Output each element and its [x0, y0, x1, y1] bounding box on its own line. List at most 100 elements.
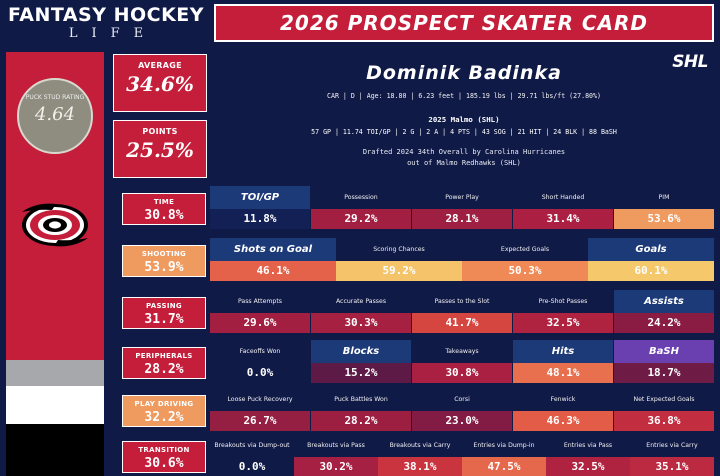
- metric-corsi: Corsi 23.0%: [412, 388, 512, 434]
- draft-info: Drafted 2024 34th Overall by Carolina Hu…: [214, 147, 714, 169]
- title-bar: 2026 PROSPECT SKATER CARD: [214, 4, 714, 42]
- metric-net-expected-goals: Net Expected Goals 36.8%: [614, 388, 714, 434]
- metric-value: 18.7%: [614, 363, 714, 383]
- metric-breakouts-via-pass: Breakouts via Pass 30.2%: [294, 434, 378, 476]
- gray-stripe: [6, 360, 104, 386]
- metric-value: 30.3%: [311, 313, 411, 333]
- metric-entries-via-dump-in: Entries via Dump-in 47.5%: [462, 434, 546, 476]
- metric-value: 32.5%: [513, 313, 613, 333]
- metric-value: 26.7%: [210, 411, 310, 431]
- rating-label: PUCK STUD RATING: [25, 94, 85, 101]
- logo-top-text: FANTASY HOCKEY: [7, 4, 205, 26]
- metric-value: 59.2%: [336, 261, 462, 281]
- metric-takeaways: Takeaways 30.8%: [412, 340, 512, 386]
- metric-value: 0.0%: [238, 460, 266, 473]
- season-title: 2025 Malmo (SHL): [428, 115, 500, 124]
- metric-label: TOI/GP: [210, 186, 310, 209]
- metric-value: 38.1%: [378, 457, 462, 476]
- category-label: SHOOTING: [141, 250, 187, 258]
- category-transition: TRANSITION 30.6%: [122, 441, 206, 473]
- metric-loose-puck-recovery: Loose Puck Recovery 26.7%: [210, 388, 310, 434]
- player-name: Dominik Badinka: [366, 62, 562, 84]
- metric-expected-goals: Expected Goals 50.3%: [462, 238, 588, 284]
- metric-label: BaSH: [614, 340, 714, 363]
- metric-pass-attempts: Pass Attempts 29.6%: [210, 290, 310, 336]
- metric-value: 15.2%: [311, 363, 411, 383]
- metric-value: 47.5%: [462, 457, 546, 476]
- logo-bottom-text: LIFE: [68, 26, 158, 41]
- puck-stud-rating-badge: PUCK STUD RATING 4.64: [17, 78, 93, 154]
- rating-value: 4.64: [34, 104, 76, 125]
- metric-label: Breakouts via Dump-out: [214, 441, 290, 449]
- metric-shots-on-goal: Shots on Goal 46.1%: [210, 238, 336, 284]
- header: FANTASY HOCKEY LIFE 2026 PROSPECT SKATER…: [0, 0, 720, 46]
- category-label: PASSING: [146, 302, 182, 310]
- metric-label: Entries via Carry: [646, 441, 698, 449]
- metric-faceoffs-won: Faceoffs Won 0.0%: [210, 340, 310, 386]
- category-shooting: SHOOTING 53.9%: [122, 245, 206, 277]
- average-box: AVERAGE 34.6%: [113, 54, 207, 112]
- metric-label: Goals: [588, 238, 714, 261]
- metric-bash: BaSH 18.7%: [614, 340, 714, 386]
- metric-value: 28.2%: [311, 411, 411, 431]
- metric-label: Takeaways: [445, 347, 479, 355]
- metric-entries-via-carry: Entries via Carry 35.1%: [630, 434, 714, 476]
- category-value: 32.2%: [144, 410, 184, 425]
- metric-value: 46.1%: [210, 261, 336, 281]
- season-stats: 57 GP | 11.74 TOI/GP | 2 G | 2 A | 4 PTS…: [311, 128, 617, 136]
- white-stripe: [6, 386, 104, 424]
- metric-fenwick: Fenwick 46.3%: [513, 388, 613, 434]
- metric-value: 50.3%: [462, 261, 588, 281]
- metric-value: 11.8%: [210, 209, 310, 229]
- metric-label: Accurate Passes: [335, 297, 387, 305]
- metric-value: 41.7%: [412, 313, 512, 333]
- draft-line-1: Drafted 2024 34th Overall by Carolina Hu…: [362, 148, 566, 156]
- category-time: TIME 30.8%: [122, 193, 206, 225]
- metric-value: 32.5%: [546, 457, 630, 476]
- metric-value: 0.0%: [246, 366, 274, 379]
- metric-value: 35.1%: [630, 457, 714, 476]
- metric-row-peripherals: Faceoffs Won 0.0% Blocks 15.2% Takeaways 30.8…: [210, 340, 714, 386]
- metric-value: 46.3%: [513, 411, 613, 431]
- points-box: POINTS 25.5%: [113, 120, 207, 178]
- metric-row-play-driving: Loose Puck Recovery 26.7% Puck Battles Won…: [210, 388, 714, 434]
- category-label: TIME: [153, 198, 175, 206]
- metric-toi-gp: TOI/GP 11.8%: [210, 186, 310, 232]
- metric-label: Entries via Pass: [563, 441, 613, 449]
- metric-goals: Goals 60.1%: [588, 238, 714, 284]
- metric-passes-to-the-slot: Passes to the Slot 41.7%: [412, 290, 512, 336]
- metric-row-passing: Pass Attempts 29.6% Accurate Passes 30.3% Pa…: [210, 290, 714, 336]
- metric-puck-battles-won: Puck Battles Won 28.2%: [311, 388, 411, 434]
- metric-label: Short Handed: [541, 193, 585, 201]
- category-value: 30.6%: [144, 456, 184, 471]
- metric-label: Faceoffs Won: [239, 347, 281, 355]
- metric-value: 29.6%: [210, 313, 310, 333]
- metric-label: Puck Battles Won: [334, 395, 388, 403]
- points-label: POINTS: [142, 127, 178, 136]
- metric-value: 24.2%: [614, 313, 714, 333]
- metric-value: 53.6%: [614, 209, 714, 229]
- metric-label: Net Expected Goals: [633, 395, 695, 403]
- metric-value: 31.4%: [513, 209, 613, 229]
- metric-row-shooting: Shots on Goal 46.1% Scoring Chances 59.2% Ex…: [210, 238, 714, 284]
- category-value: 53.9%: [144, 260, 184, 275]
- metric-label: Expected Goals: [500, 245, 550, 253]
- team-color-sidebar: PUCK STUD RATING 4.64: [6, 52, 104, 476]
- metric-label: Passes to the Slot: [434, 297, 490, 305]
- metric-pre-shot-passes: Pre-Shot Passes 32.5%: [513, 290, 613, 336]
- shl-league-logo: SHL: [672, 52, 708, 72]
- metric-short-handed: Short Handed 31.4%: [513, 186, 613, 232]
- category-value: 28.2%: [144, 362, 184, 377]
- average-label: AVERAGE: [138, 61, 182, 70]
- category-play-driving: PLAY DRIVING 32.2%: [122, 395, 206, 427]
- metric-possession: Possession 29.2%: [311, 186, 411, 232]
- metric-value: 36.8%: [614, 411, 714, 431]
- metric-label: Entries via Dump-in: [473, 441, 535, 449]
- metric-value: 29.2%: [311, 209, 411, 229]
- metric-label: Scoring Chances: [373, 245, 425, 253]
- card-title: 2026 PROSPECT SKATER CARD: [280, 11, 648, 35]
- fantasy-hockey-life-logo: FANTASY HOCKEY LIFE: [6, 4, 206, 46]
- black-stripe: [6, 424, 104, 476]
- metric-value: 48.1%: [513, 363, 613, 383]
- category-peripherals: PERIPHERALS 28.2%: [122, 347, 206, 379]
